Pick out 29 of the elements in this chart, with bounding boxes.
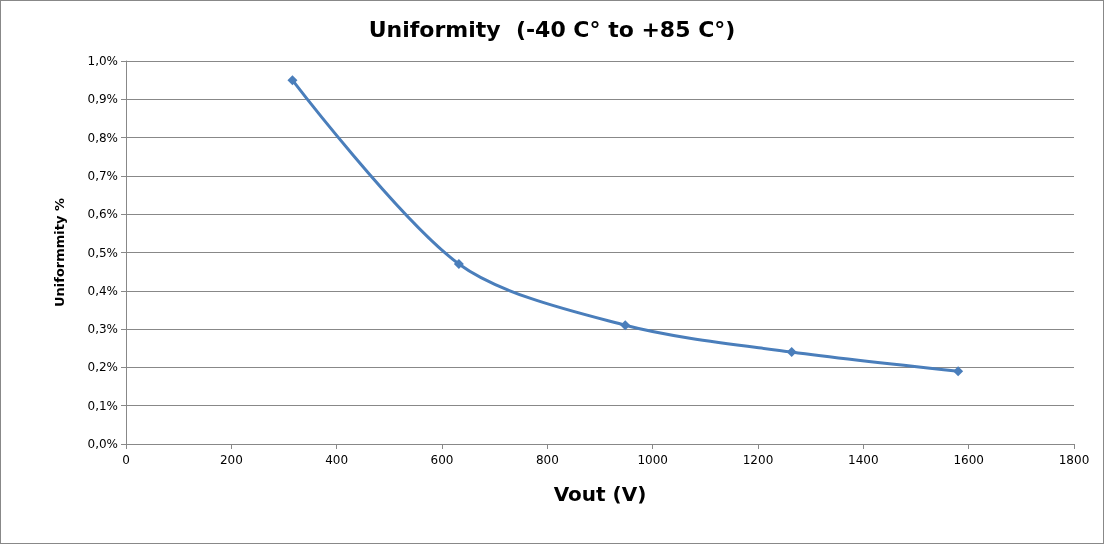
y-axis-title: Uniformmity % [52, 197, 67, 308]
y-tick-label: 0,4% [87, 283, 118, 298]
y-tick-label: 0,3% [87, 322, 118, 337]
x-tick-label: 1000 [637, 453, 668, 467]
y-tick-label: 0,6% [87, 207, 118, 222]
chart-title: Uniformity (-40 C° to +85 C°) [368, 16, 736, 42]
x-tick-label: 1400 [848, 453, 879, 467]
x-tick-label: 1800 [1058, 453, 1090, 467]
y-tick-label: 0,5% [87, 245, 118, 260]
point [620, 320, 631, 331]
point [287, 75, 298, 86]
x-tick-label: 1200 [742, 453, 774, 467]
y-tick-label: 0,0% [87, 437, 118, 451]
x-tick-label: 600 [430, 453, 454, 467]
x-tick-label: 400 [325, 453, 349, 467]
y-tick-label: 0,2% [87, 360, 118, 375]
y-tick-label: 0,8% [87, 130, 118, 145]
x-tick-label: 200 [219, 453, 243, 467]
point [953, 366, 964, 377]
x-tick-label: 1600 [953, 453, 984, 467]
y-tick-label: 1,0% [87, 54, 118, 68]
y-tick-label: 0,7% [87, 168, 118, 183]
x-axis-title: Vout (V) [553, 482, 647, 506]
y-tick-label: 0,9% [87, 92, 118, 107]
point [786, 347, 797, 358]
x-tick-label: 800 [535, 453, 559, 467]
point [453, 258, 464, 269]
y-tick-label: 0,1% [87, 398, 118, 413]
x-tick-label: 0 [122, 453, 130, 467]
